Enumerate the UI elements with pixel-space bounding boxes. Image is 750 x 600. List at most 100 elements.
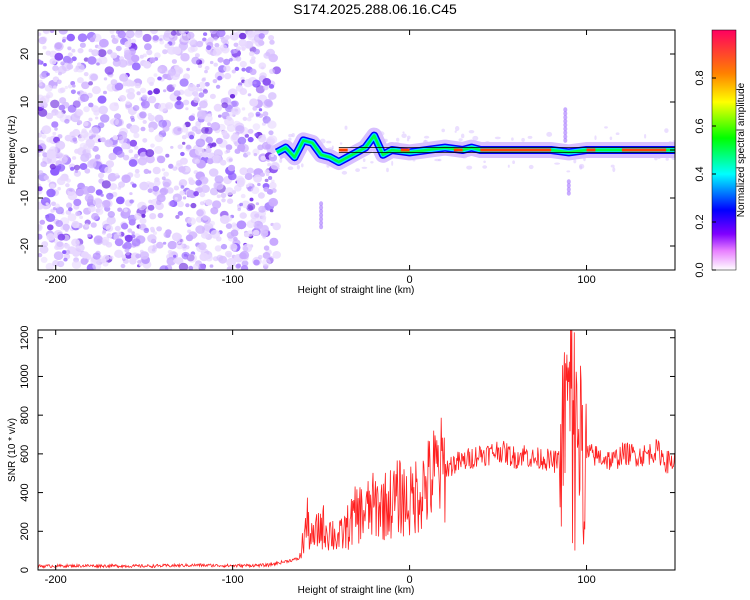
noise-speckle (227, 164, 236, 172)
noise-speckle (253, 174, 263, 183)
noise-speckle (119, 199, 124, 203)
noise-speckle (38, 186, 43, 192)
noise-speckle (205, 199, 213, 206)
noise-speckle (118, 135, 128, 145)
noise-speckle (165, 153, 170, 158)
noise-speckle (288, 133, 293, 138)
noise-speckle (209, 30, 218, 35)
noise-speckle (193, 191, 199, 197)
noise-speckle (124, 234, 133, 243)
noise-speckle (53, 85, 57, 89)
bottom-y-axis: 0 200 400 600 800 1000 1200 (19, 325, 675, 573)
noise-speckle (182, 124, 186, 128)
y-tick-label: 200 (19, 522, 31, 540)
noise-speckle (116, 231, 122, 236)
noise-speckle (101, 180, 111, 189)
snr-frame (37, 329, 676, 571)
noise-speckle (271, 188, 277, 193)
noise-speckle (254, 213, 260, 218)
noise-speckle (39, 72, 47, 80)
noise-speckle (563, 134, 568, 140)
noise-speckle (228, 158, 233, 162)
noise-speckle (186, 67, 191, 72)
noise-speckle (266, 48, 275, 58)
noise-speckle (249, 98, 259, 107)
noise-speckle (56, 152, 63, 159)
noise-speckle (123, 208, 128, 213)
noise-speckle (211, 142, 217, 147)
noise-speckle (246, 151, 251, 156)
noise-speckle (182, 99, 190, 106)
colorbar: 0.0 0.2 0.4 0.6 0.8 Normalized spectral ampl… (694, 29, 747, 278)
noise-speckle (203, 32, 208, 36)
noise-speckle (46, 188, 56, 198)
noise-speckle (391, 160, 394, 166)
noise-speckle (161, 168, 166, 172)
noise-speckle (246, 220, 256, 229)
noise-speckle (215, 84, 221, 89)
colorbar-gradient (712, 30, 736, 270)
noise-speckle (252, 229, 260, 236)
noise-speckle (231, 190, 237, 195)
noise-speckle (88, 102, 94, 108)
y-tick-label: -10 (19, 190, 31, 206)
noise-speckle (386, 167, 389, 173)
noise-speckle (319, 208, 324, 214)
noise-speckle (355, 168, 360, 173)
noise-speckle (166, 256, 176, 266)
y-tick-label: 0 (19, 567, 31, 573)
noise-speckle (511, 137, 514, 141)
noise-speckle (122, 81, 128, 87)
noise-speckle (563, 130, 568, 136)
noise-speckle (220, 159, 227, 166)
noise-speckle (236, 220, 247, 230)
noise-speckle (239, 60, 247, 68)
noise-speckle (188, 179, 196, 186)
noise-speckle (265, 172, 270, 177)
noise-speckle (103, 77, 108, 81)
y-tick-label: 1000 (19, 364, 31, 388)
noise-speckle (158, 102, 168, 112)
noise-speckle (319, 224, 324, 230)
noise-speckle (241, 107, 246, 111)
noise-speckle (207, 122, 212, 126)
x-tick-label: -200 (45, 274, 67, 286)
noise-speckle (199, 252, 209, 262)
noise-speckle (244, 172, 253, 181)
noise-speckle (188, 115, 195, 122)
noise-speckle (181, 135, 187, 140)
noise-speckle (246, 167, 254, 174)
noise-speckle (89, 135, 94, 140)
noise-speckle (202, 152, 209, 158)
noise-speckle (241, 260, 249, 267)
noise-speckle (152, 244, 159, 250)
noise-speckle (148, 95, 157, 104)
noise-speckle (51, 112, 56, 116)
noise-speckle (219, 44, 228, 52)
y-tick-label: 600 (19, 445, 31, 463)
noise-speckle (97, 95, 107, 104)
noise-speckle (187, 253, 198, 263)
noise-layer (38, 30, 675, 270)
noise-speckle (183, 73, 190, 80)
noise-speckle (210, 229, 221, 239)
noise-speckle (126, 92, 136, 100)
noise-speckle (252, 123, 261, 131)
noise-speckle (117, 30, 127, 39)
noise-speckle (102, 229, 107, 234)
noise-speckle (566, 186, 571, 192)
noise-speckle (172, 46, 182, 55)
noise-speckle (173, 90, 181, 97)
noise-speckle (236, 180, 245, 188)
noise-speckle (92, 252, 101, 260)
noise-speckle (125, 59, 133, 66)
noise-speckle (77, 33, 88, 42)
noise-speckle (331, 145, 334, 150)
noise-speckle (131, 183, 137, 188)
noise-speckle (441, 128, 446, 133)
noise-speckle (118, 181, 125, 188)
noise-speckle (39, 245, 49, 254)
noise-speckle (301, 163, 304, 168)
noise-speckle (62, 250, 67, 255)
noise-speckle (90, 127, 100, 136)
